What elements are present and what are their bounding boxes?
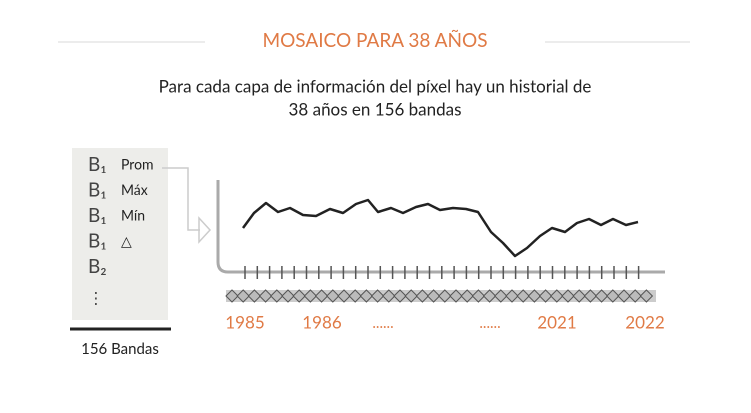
band-id: B₁ xyxy=(88,204,107,227)
band-id: B₁ xyxy=(88,153,107,176)
band-label: Máx xyxy=(121,181,148,198)
subtitle: 38 años en 156 bandas xyxy=(289,98,462,119)
band-id: B₁ xyxy=(88,229,107,252)
diamond xyxy=(639,289,654,303)
band-label: Prom xyxy=(121,156,154,173)
timeline-label: 2021 xyxy=(537,311,576,332)
timeline-label: 2022 xyxy=(625,311,664,332)
timeline-label: ...... xyxy=(372,314,393,332)
timeline-label: 1986 xyxy=(302,311,342,332)
band-label: Mín xyxy=(121,207,145,224)
axis xyxy=(216,180,665,274)
time-series-line xyxy=(241,198,639,258)
bands-footer: 156 Bandas xyxy=(81,340,159,358)
band-id: ⋮ xyxy=(88,289,104,308)
subtitle: Para cada capa de información del píxel … xyxy=(159,75,592,96)
band-label: △ xyxy=(121,232,132,249)
band-id: B₁ xyxy=(88,178,107,201)
band-id: B₂ xyxy=(88,255,107,278)
title: MOSAICO PARA 38 AÑOS xyxy=(262,29,487,52)
bands-panel xyxy=(72,148,168,320)
timeline-label: 1985 xyxy=(225,311,264,332)
connector xyxy=(162,167,200,231)
connector-arrow xyxy=(198,216,212,244)
timeline-label: ...... xyxy=(479,314,500,332)
